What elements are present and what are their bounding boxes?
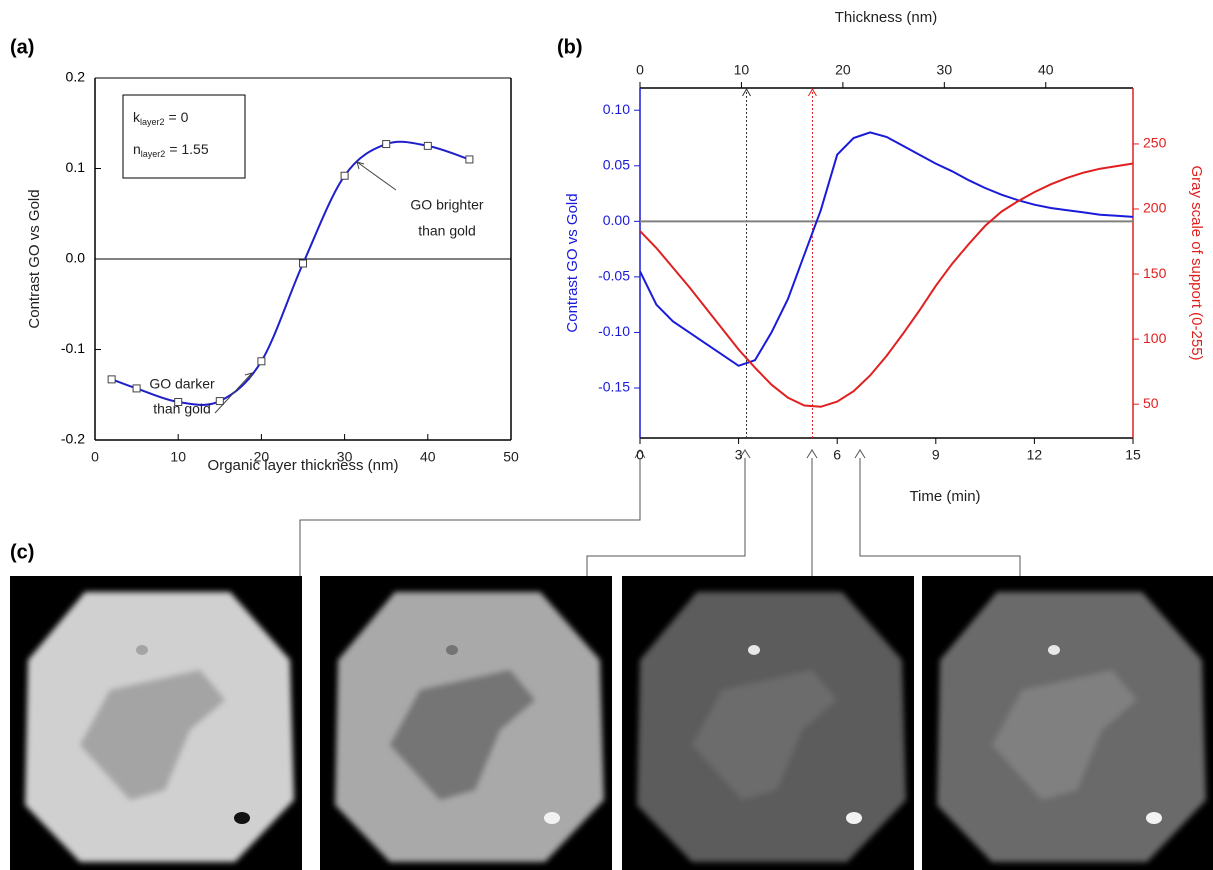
y-axis-label: Contrast GO vs Gold [564, 193, 581, 332]
inset-value: = 1.55 [169, 141, 209, 157]
panel-label: (b) [557, 36, 583, 58]
inset-symbol: k [133, 109, 141, 125]
annotation-arrow [214, 372, 253, 414]
data-point [382, 140, 391, 149]
micrograph-flake [390, 670, 535, 800]
data-point [423, 141, 432, 150]
y2-tick-label: 50 [1143, 395, 1159, 411]
micrograph-spot [748, 645, 760, 655]
micrograph-spot [1146, 812, 1162, 824]
inset-text: nlayer2 = 1.55 [133, 141, 209, 160]
x-tick-label: 10 [170, 449, 186, 465]
y2-axis-label: Gray scale of support (0-255) [1188, 165, 1205, 360]
panel-label: (c) [10, 541, 34, 563]
inset-subscript: layer2 [141, 149, 166, 159]
y-tick-label: 0.10 [603, 101, 630, 117]
connector [299, 458, 641, 576]
data-point [257, 357, 266, 366]
y-tick-label: 0.05 [603, 156, 630, 172]
connector-arrowheads [634, 449, 866, 459]
micrograph-spot [1048, 645, 1060, 655]
x-tick-label: 0 [636, 447, 644, 463]
data-point [465, 155, 474, 164]
y-tick-label: -0.1 [61, 340, 85, 356]
data-point [174, 397, 183, 406]
x2-tick-label: 20 [835, 62, 851, 78]
y2-tick-label: 150 [1143, 265, 1167, 281]
y-tick-label: -0.2 [61, 431, 85, 447]
micrograph-flake [692, 670, 837, 800]
connector [859, 458, 1021, 576]
micrograph-flake [992, 670, 1137, 800]
y-tick-label: 0.2 [66, 69, 86, 85]
series-line [639, 131, 1134, 367]
x-axis-label: Time (min) [909, 488, 980, 505]
y-tick-label: 0.1 [66, 159, 86, 175]
inset-text: klayer2 = 0 [133, 109, 189, 128]
x-tick-label: 6 [833, 447, 841, 463]
y-tick-label: 0.0 [66, 250, 86, 266]
micrograph-spot [544, 812, 560, 824]
micrograph-spot [446, 645, 458, 655]
x2-tick-label: 0 [636, 62, 644, 78]
x-tick-label: 15 [1125, 447, 1141, 463]
data-point [215, 397, 224, 406]
inset-symbol: n [133, 141, 141, 157]
annotation: GO brighter [410, 197, 483, 213]
y-axis-label: Contrast GO vs Gold [26, 189, 43, 328]
y2-tick-label: 250 [1143, 135, 1167, 151]
series-line [639, 162, 1134, 408]
y2-tick-label: 200 [1143, 200, 1167, 216]
data-point [132, 384, 141, 393]
y-tick-label: -0.15 [598, 379, 630, 395]
x-tick-label: 9 [932, 447, 940, 463]
x2-tick-label: 10 [734, 62, 750, 78]
x2-tick-label: 30 [937, 62, 953, 78]
x-tick-label: 3 [735, 447, 743, 463]
micrograph-flake [80, 670, 225, 800]
marker-arrow [742, 87, 751, 97]
connectors [299, 449, 1021, 576]
y-tick-label: -0.05 [598, 268, 630, 284]
y-tick-label: 0.00 [603, 212, 630, 228]
x-axis-label: Organic layer thickness (nm) [208, 457, 399, 474]
micrograph-spot [846, 812, 862, 824]
annotation: than gold [153, 401, 211, 417]
annotation: than gold [418, 223, 476, 239]
marker-arrow [808, 87, 817, 97]
y-tick-label: -0.10 [598, 323, 630, 339]
x2-tick-label: 40 [1038, 62, 1054, 78]
x-tick-label: 0 [91, 449, 99, 465]
x-tick-label: 20 [254, 449, 270, 465]
x-tick-label: 50 [503, 449, 519, 465]
annotation-arrow [356, 161, 397, 191]
x-tick-label: 30 [337, 449, 353, 465]
connector [586, 458, 746, 576]
y2-tick-label: 100 [1143, 330, 1167, 346]
inset-subscript: layer2 [140, 117, 165, 127]
x-tick-label: 40 [420, 449, 436, 465]
inset-value: = 0 [169, 109, 189, 125]
series-line [111, 140, 470, 406]
x2-axis-label: Thickness (nm) [835, 9, 938, 26]
inset-box [122, 94, 246, 179]
micrograph-spot [136, 645, 148, 655]
image-panel [10, 576, 1213, 870]
data-point [299, 259, 307, 268]
annotation: GO darker [149, 376, 215, 392]
x-tick-label: 12 [1027, 447, 1043, 463]
panel-label: (a) [10, 36, 34, 58]
data-point [107, 375, 116, 384]
micrograph-spot [234, 812, 250, 824]
data-point [340, 171, 349, 180]
